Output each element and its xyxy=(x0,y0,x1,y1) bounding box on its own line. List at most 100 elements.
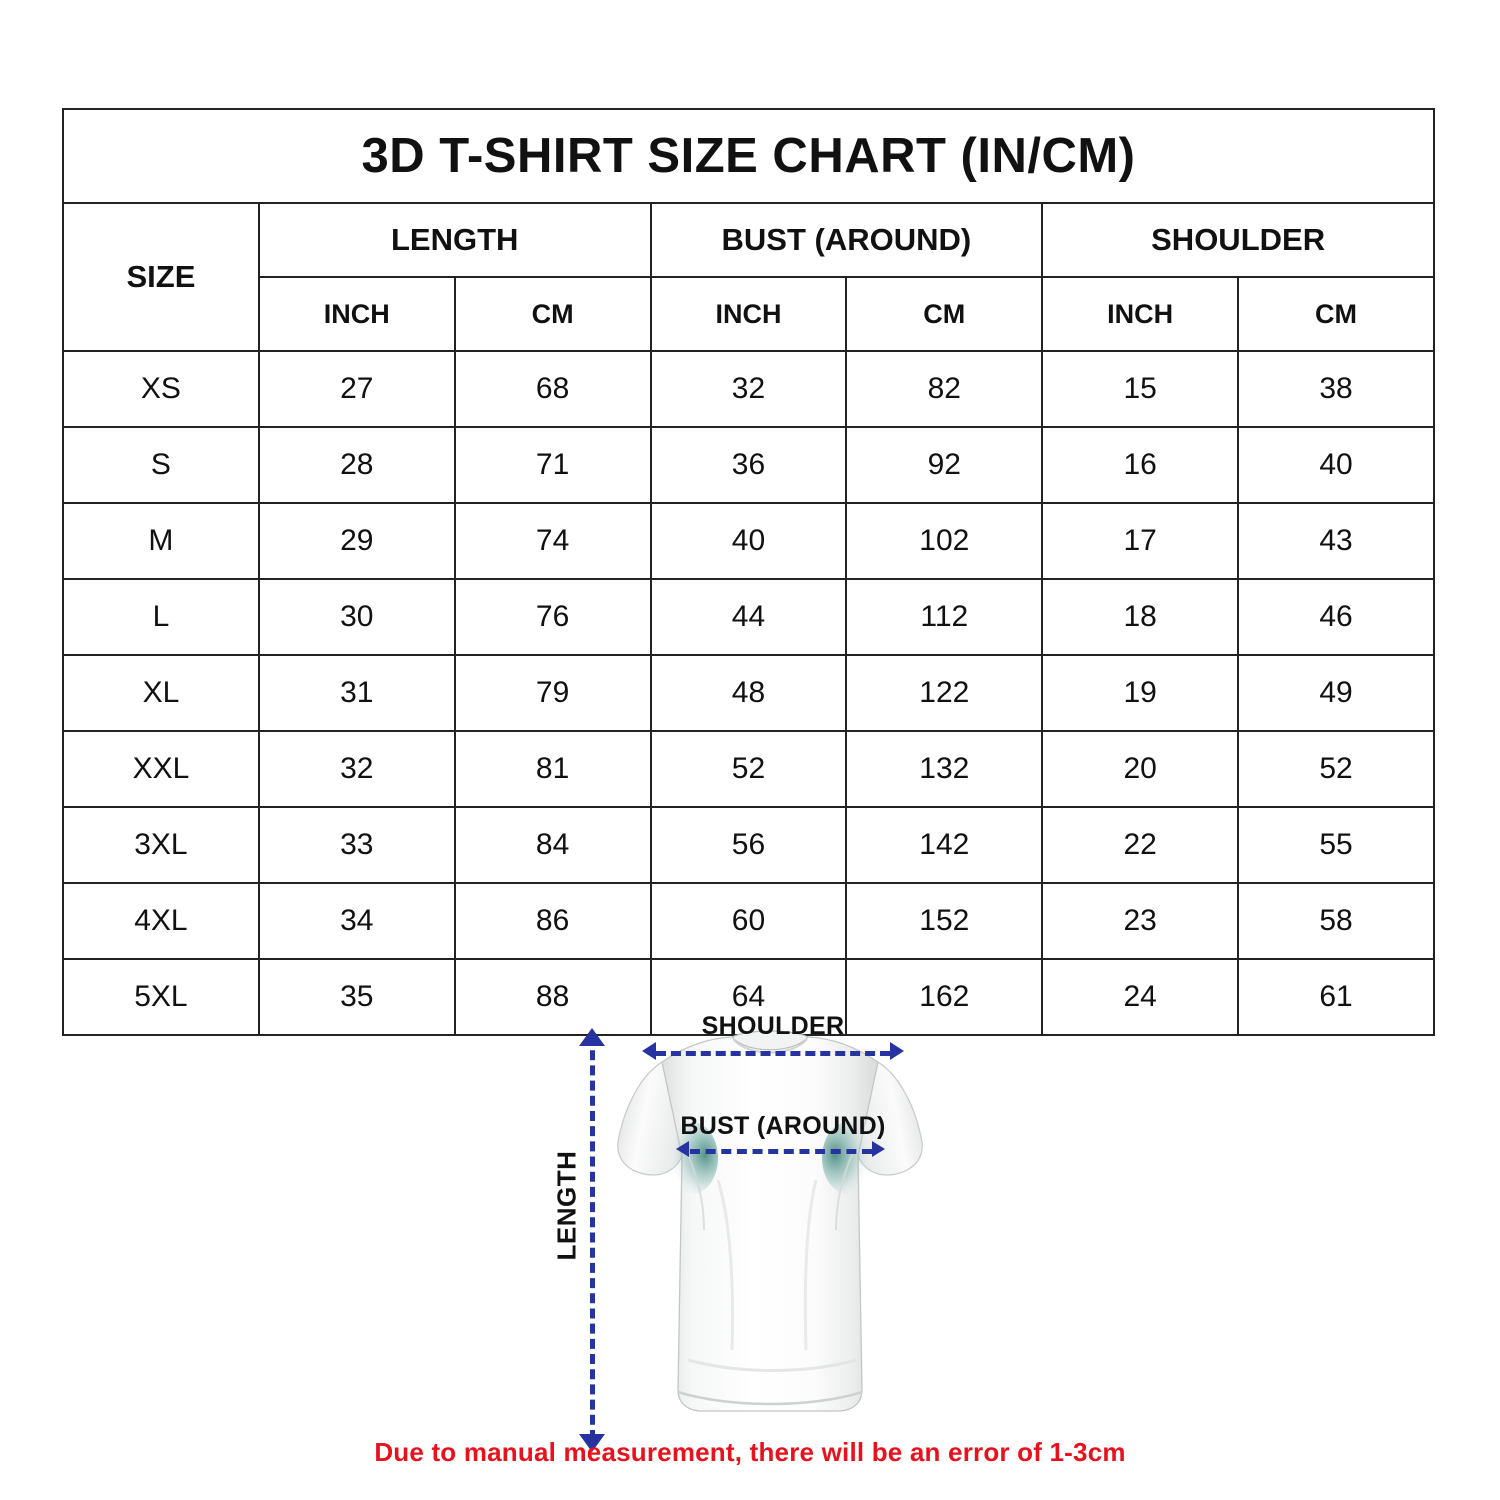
cell-shoulder-cm: 61 xyxy=(1237,958,1435,1036)
cell-length-in: 27 xyxy=(257,350,456,428)
cell-bust-in: 36 xyxy=(649,426,848,504)
shoulder-measure-line xyxy=(656,1051,890,1056)
cell-size: XS xyxy=(62,350,260,428)
bust-measure-label: BUST (AROUND) xyxy=(680,1112,886,1140)
cell-length-in: 31 xyxy=(257,654,456,732)
tshirt-illustration xyxy=(600,1030,940,1420)
cell-bust-cm: 82 xyxy=(845,350,1044,428)
cell-shoulder-cm: 52 xyxy=(1237,730,1435,808)
cell-bust-in: 64 xyxy=(649,958,848,1036)
table-row: L 30 76 44 112 18 46 xyxy=(62,578,1435,656)
table-row: M 29 74 40 102 17 43 xyxy=(62,502,1435,580)
cell-shoulder-in: 19 xyxy=(1041,654,1240,732)
cell-shoulder-cm: 43 xyxy=(1237,502,1435,580)
column-header-size: SIZE xyxy=(62,202,260,352)
cell-bust-cm: 142 xyxy=(845,806,1044,884)
cell-shoulder-cm: 49 xyxy=(1237,654,1435,732)
cell-shoulder-cm: 46 xyxy=(1237,578,1435,656)
cell-bust-cm: 162 xyxy=(845,958,1044,1036)
cell-size: XL xyxy=(62,654,260,732)
bust-arrow-right-icon xyxy=(872,1141,885,1157)
chart-title: 3D T-SHIRT SIZE CHART (IN/CM) xyxy=(62,108,1435,204)
cell-size: 5XL xyxy=(62,958,260,1036)
cell-length-cm: 79 xyxy=(453,654,652,732)
unit-header-length-inch: INCH xyxy=(257,276,456,352)
length-measure-line xyxy=(590,1035,599,1440)
cell-length-cm: 76 xyxy=(453,578,652,656)
cell-shoulder-cm: 55 xyxy=(1237,806,1435,884)
cell-length-cm: 81 xyxy=(453,730,652,808)
cell-size: L xyxy=(62,578,260,656)
unit-header-shoulder-cm: CM xyxy=(1237,276,1435,352)
cell-bust-in: 52 xyxy=(649,730,848,808)
table-row: S 28 71 36 92 16 40 xyxy=(62,426,1435,504)
cell-size: 3XL xyxy=(62,806,260,884)
cell-length-in: 28 xyxy=(257,426,456,504)
cell-size: M xyxy=(62,502,260,580)
cell-length-cm: 86 xyxy=(453,882,652,960)
cell-length-in: 30 xyxy=(257,578,456,656)
column-header-shoulder: SHOULDER xyxy=(1041,202,1435,278)
shoulder-arrow-left-icon xyxy=(642,1042,656,1060)
unit-header-bust-inch: INCH xyxy=(649,276,848,352)
table-row: 4XL 34 86 60 152 23 58 xyxy=(62,882,1435,960)
cell-shoulder-in: 24 xyxy=(1041,958,1240,1036)
length-measure-label: LENGTH xyxy=(551,1150,582,1261)
cell-bust-cm: 132 xyxy=(845,730,1044,808)
cell-bust-in: 32 xyxy=(649,350,848,428)
cell-length-in: 29 xyxy=(257,502,456,580)
cell-shoulder-in: 20 xyxy=(1041,730,1240,808)
cell-shoulder-in: 18 xyxy=(1041,578,1240,656)
length-arrow-down-icon xyxy=(579,1434,605,1452)
table-title-row: 3D T-SHIRT SIZE CHART (IN/CM) xyxy=(62,108,1435,204)
cell-bust-cm: 92 xyxy=(845,426,1044,504)
measurement-disclaimer: Due to manual measurement, there will be… xyxy=(374,1437,1126,1467)
cell-bust-cm: 152 xyxy=(845,882,1044,960)
cell-length-cm: 74 xyxy=(453,502,652,580)
cell-shoulder-cm: 38 xyxy=(1237,350,1435,428)
cell-shoulder-in: 16 xyxy=(1041,426,1240,504)
cell-shoulder-in: 23 xyxy=(1041,882,1240,960)
cell-bust-in: 60 xyxy=(649,882,848,960)
unit-header-bust-cm: CM xyxy=(845,276,1044,352)
bust-measure-line xyxy=(690,1149,872,1154)
group-header-row: SIZE LENGTH BUST (AROUND) SHOULDER xyxy=(62,202,1435,352)
cell-bust-in: 56 xyxy=(649,806,848,884)
cell-bust-in: 40 xyxy=(649,502,848,580)
cell-length-in: 34 xyxy=(257,882,456,960)
shoulder-measure-label: SHOULDER xyxy=(701,1012,845,1040)
table-row: XXL 32 81 52 132 20 52 xyxy=(62,730,1435,808)
cell-bust-cm: 122 xyxy=(845,654,1044,732)
cell-bust-cm: 112 xyxy=(845,578,1044,656)
cell-length-cm: 68 xyxy=(453,350,652,428)
table-row: 5XL 35 88 64 162 24 61 xyxy=(62,958,1435,1036)
cell-shoulder-in: 15 xyxy=(1041,350,1240,428)
unit-header-row: INCH CM INCH CM INCH CM xyxy=(63,276,1435,352)
cell-size: 4XL xyxy=(62,882,260,960)
table-row: 3XL 33 84 56 142 22 55 xyxy=(62,806,1435,884)
table-row: XS 27 68 32 82 15 38 xyxy=(62,350,1435,428)
cell-bust-in: 48 xyxy=(649,654,848,732)
cell-length-in: 33 xyxy=(257,806,456,884)
cell-bust-in: 44 xyxy=(649,578,848,656)
column-header-length: LENGTH xyxy=(257,202,652,278)
size-chart-table-container: 3D T-SHIRT SIZE CHART (IN/CM) SIZE LENGT… xyxy=(62,108,1435,1036)
cell-size: S xyxy=(62,426,260,504)
cell-shoulder-in: 17 xyxy=(1041,502,1240,580)
cell-shoulder-cm: 40 xyxy=(1237,426,1435,504)
cell-length-cm: 71 xyxy=(453,426,652,504)
cell-shoulder-in: 22 xyxy=(1041,806,1240,884)
bust-arrow-left-icon xyxy=(676,1141,689,1157)
cell-length-in: 35 xyxy=(257,958,456,1036)
unit-header-shoulder-inch: INCH xyxy=(1041,276,1240,352)
shoulder-arrow-right-icon xyxy=(890,1042,904,1060)
cell-length-in: 32 xyxy=(257,730,456,808)
cell-length-cm: 84 xyxy=(453,806,652,884)
unit-header-length-cm: CM xyxy=(453,276,652,352)
cell-length-cm: 88 xyxy=(453,958,652,1036)
cell-shoulder-cm: 58 xyxy=(1237,882,1435,960)
cell-size: XXL xyxy=(62,730,260,808)
column-header-bust: BUST (AROUND) xyxy=(649,202,1044,278)
cell-bust-cm: 102 xyxy=(845,502,1044,580)
size-chart-table: 3D T-SHIRT SIZE CHART (IN/CM) SIZE LENGT… xyxy=(62,108,1435,1036)
